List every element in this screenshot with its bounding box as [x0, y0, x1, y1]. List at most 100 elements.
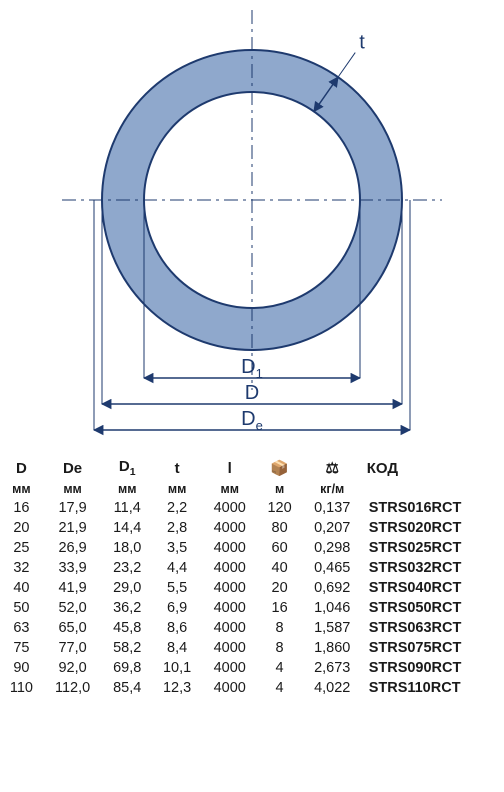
- cell-code: STRS016RCT: [363, 498, 504, 518]
- cell-t: 12,3: [152, 678, 202, 698]
- cell-l: 4000: [202, 678, 257, 698]
- cell-D1: 23,2: [102, 558, 152, 578]
- cell-code: STRS063RCT: [363, 618, 504, 638]
- cell-wt: 4,022: [302, 678, 363, 698]
- table-row: 4041,929,05,54000200,692STRS040RCT: [0, 578, 504, 598]
- cell-D1: 36,2: [102, 598, 152, 618]
- cell-D: 63: [0, 618, 43, 638]
- cell-l: 4000: [202, 538, 257, 558]
- cell-D: 32: [0, 558, 43, 578]
- cell-D: 16: [0, 498, 43, 518]
- cell-code: STRS040RCT: [363, 578, 504, 598]
- diagram-svg: tD1DDe: [0, 0, 504, 450]
- cell-De: 26,9: [43, 538, 102, 558]
- unit-row: мммммммммммкг/м: [0, 480, 504, 498]
- table-row: 110112,085,412,3400044,022STRS110RCT: [0, 678, 504, 698]
- cell-wt: 0,465: [302, 558, 363, 578]
- cell-code: STRS050RCT: [363, 598, 504, 618]
- cell-De: 65,0: [43, 618, 102, 638]
- cell-pack: 20: [257, 578, 301, 598]
- cell-D: 25: [0, 538, 43, 558]
- cell-D1: 69,8: [102, 658, 152, 678]
- cell-De: 41,9: [43, 578, 102, 598]
- table-row: 6365,045,88,6400081,587STRS063RCT: [0, 618, 504, 638]
- cell-D: 40: [0, 578, 43, 598]
- cell-wt: 0,298: [302, 538, 363, 558]
- cell-t: 10,1: [152, 658, 202, 678]
- table-row: 2021,914,42,84000800,207STRS020RCT: [0, 518, 504, 538]
- table-row: 2526,918,03,54000600,298STRS025RCT: [0, 538, 504, 558]
- cell-pack: 120: [257, 498, 301, 518]
- unit-De: мм: [43, 480, 102, 498]
- cell-D: 75: [0, 638, 43, 658]
- unit-l: мм: [202, 480, 257, 498]
- cell-code: STRS032RCT: [363, 558, 504, 578]
- col-pack: 📦: [257, 456, 301, 480]
- table-row: 7577,058,28,4400081,860STRS075RCT: [0, 638, 504, 658]
- cell-wt: 0,137: [302, 498, 363, 518]
- cell-De: 52,0: [43, 598, 102, 618]
- cell-pack: 80: [257, 518, 301, 538]
- cell-l: 4000: [202, 518, 257, 538]
- cell-D1: 11,4: [102, 498, 152, 518]
- cell-D1: 85,4: [102, 678, 152, 698]
- cell-pack: 8: [257, 618, 301, 638]
- cell-l: 4000: [202, 598, 257, 618]
- unit-t: мм: [152, 480, 202, 498]
- cell-t: 6,9: [152, 598, 202, 618]
- cell-wt: 0,207: [302, 518, 363, 538]
- col-wt: ⚖: [302, 456, 363, 480]
- unit-D: мм: [0, 480, 43, 498]
- col-code: КОД: [363, 456, 504, 480]
- col-D: D: [0, 456, 43, 480]
- specs-table: DDeD1tl📦⚖КОД мммммммммммкг/м 1617,911,42…: [0, 456, 504, 698]
- cell-pack: 4: [257, 678, 301, 698]
- cell-l: 4000: [202, 638, 257, 658]
- cell-t: 3,5: [152, 538, 202, 558]
- svg-text:D: D: [245, 382, 259, 404]
- cell-l: 4000: [202, 578, 257, 598]
- unit-pack: м: [257, 480, 301, 498]
- cell-l: 4000: [202, 558, 257, 578]
- cell-wt: 1,860: [302, 638, 363, 658]
- cell-l: 4000: [202, 658, 257, 678]
- cell-code: STRS025RCT: [363, 538, 504, 558]
- cell-De: 112,0: [43, 678, 102, 698]
- unit-wt: кг/м: [302, 480, 363, 498]
- label-t: t: [359, 32, 365, 54]
- cell-De: 77,0: [43, 638, 102, 658]
- cell-D: 90: [0, 658, 43, 678]
- cell-D1: 18,0: [102, 538, 152, 558]
- header-row: DDeD1tl📦⚖КОД: [0, 456, 504, 480]
- table-row: 3233,923,24,44000400,465STRS032RCT: [0, 558, 504, 578]
- cell-wt: 0,692: [302, 578, 363, 598]
- specs-thead: DDeD1tl📦⚖КОД мммммммммммкг/м: [0, 456, 504, 498]
- col-l: l: [202, 456, 257, 480]
- unit-code: [363, 480, 504, 498]
- cell-pack: 40: [257, 558, 301, 578]
- cell-wt: 1,046: [302, 598, 363, 618]
- cell-code: STRS020RCT: [363, 518, 504, 538]
- cell-D1: 29,0: [102, 578, 152, 598]
- table-row: 1617,911,42,240001200,137STRS016RCT: [0, 498, 504, 518]
- cell-t: 8,6: [152, 618, 202, 638]
- cell-De: 17,9: [43, 498, 102, 518]
- cell-t: 8,4: [152, 638, 202, 658]
- cell-code: STRS075RCT: [363, 638, 504, 658]
- pipe-cross-section-diagram: tD1DDe: [0, 0, 504, 450]
- cell-t: 2,8: [152, 518, 202, 538]
- cell-wt: 2,673: [302, 658, 363, 678]
- cell-pack: 16: [257, 598, 301, 618]
- col-t: t: [152, 456, 202, 480]
- table-row: 5052,036,26,94000161,046STRS050RCT: [0, 598, 504, 618]
- cell-t: 4,4: [152, 558, 202, 578]
- table-row: 9092,069,810,1400042,673STRS090RCT: [0, 658, 504, 678]
- cell-l: 4000: [202, 498, 257, 518]
- cell-t: 2,2: [152, 498, 202, 518]
- cell-pack: 60: [257, 538, 301, 558]
- cell-wt: 1,587: [302, 618, 363, 638]
- cell-De: 21,9: [43, 518, 102, 538]
- svg-text:De: De: [241, 408, 263, 433]
- cell-D1: 14,4: [102, 518, 152, 538]
- cell-code: STRS090RCT: [363, 658, 504, 678]
